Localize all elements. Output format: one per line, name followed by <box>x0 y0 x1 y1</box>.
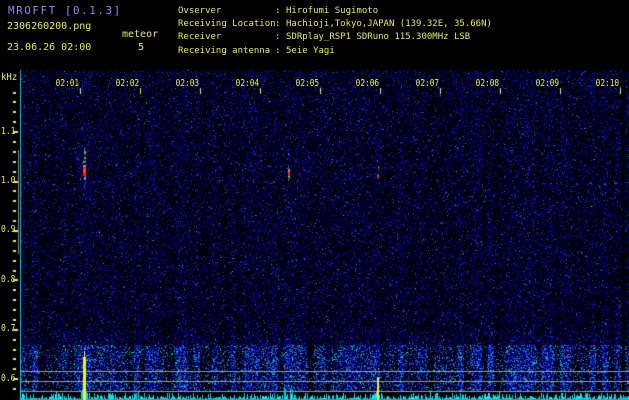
x-axis-label: 02:06 <box>355 78 379 89</box>
x-axis-label: 02:09 <box>535 78 559 89</box>
y-axis-label: 0.6 <box>1 372 16 384</box>
info-row-observer: Ovserver: Hirofumi Sugimoto <box>178 5 492 18</box>
x-axis-label: 02:08 <box>475 78 499 89</box>
observer-info-block: Ovserver: Hirofumi Sugimoto Receiving Loc… <box>178 5 492 58</box>
observation-datetime: 23.06.26 02:00 <box>7 42 92 53</box>
info-separator: : <box>275 45 281 56</box>
info-row-receiver: Receiver: SDRplay_RSP1 SDRuno 115.300MHz … <box>178 31 492 44</box>
x-axis-label: 02:02 <box>115 78 139 89</box>
info-separator: : <box>275 32 281 43</box>
info-row-antenna: Receiving antenna:5eie Yagi <box>178 45 492 58</box>
info-label: Receiver <box>178 32 222 43</box>
meteor-count-value: 5 <box>138 42 145 53</box>
output-filename: 2306260200.png <box>7 21 92 32</box>
info-separator: : <box>275 6 281 16</box>
y-axis-label: 1.1 <box>1 125 16 137</box>
x-axis-label: 02:05 <box>295 78 319 89</box>
info-label: Ovserver <box>178 6 222 16</box>
x-axis-label: 02:10 <box>595 78 619 89</box>
y-axis-label: 0.8 <box>1 273 16 285</box>
info-separator: : <box>275 19 281 30</box>
info-row-location: Receiving Location: Hachioji,Tokyo,JAPAN … <box>178 18 492 31</box>
info-value: 5eie Yagi <box>286 45 335 56</box>
y-axis-unit-label: kHz <box>1 72 18 83</box>
meteor-counter-label: meteor <box>122 29 159 40</box>
x-axis-label: 02:01 <box>55 78 79 89</box>
info-value: SDRplay_RSP1 SDRuno 115.300MHz LSB <box>286 32 471 43</box>
y-axis-label: 0.7 <box>1 323 16 335</box>
info-label: Receiving Location <box>178 19 276 30</box>
x-axis-label: 02:04 <box>235 78 259 89</box>
info-value: Hirofumi Sugimoto <box>286 6 379 16</box>
info-value: Hachioji,Tokyo,JAPAN (139.32E, 35.66N) <box>286 19 492 30</box>
y-axis-label: 1.0 <box>1 174 16 186</box>
app-title: MROFFT [0.1.3] <box>8 4 122 17</box>
y-axis-label: 0.9 <box>1 224 16 236</box>
x-axis-label: 02:03 <box>175 78 199 89</box>
x-axis-label: 02:07 <box>415 78 439 89</box>
info-label: Receiving antenna <box>178 45 271 56</box>
